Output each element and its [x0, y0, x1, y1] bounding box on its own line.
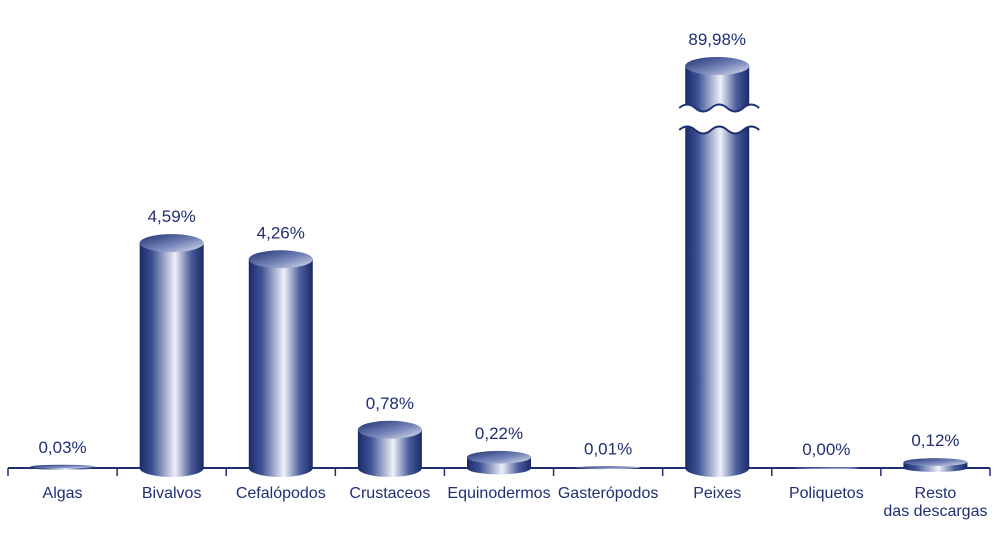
x-tick-label: Resto das descargas: [883, 485, 988, 520]
value-label: 0,78%: [366, 394, 414, 413]
value-label: 0,12%: [911, 431, 959, 450]
bar: [139, 234, 204, 477]
bar-top: [467, 450, 531, 464]
bar-top: [139, 234, 204, 253]
value-label: 0,00%: [802, 440, 850, 459]
bar: [903, 458, 968, 472]
break-gap: [679, 111, 758, 127]
bar-top: [248, 250, 313, 269]
bar: [248, 250, 313, 477]
value-label: 0,03%: [38, 438, 86, 457]
bar-top: [576, 466, 641, 469]
bar: [30, 464, 95, 470]
bar-top: [903, 458, 968, 467]
bar-top: [685, 57, 750, 75]
break-line: [678, 125, 760, 135]
bar-top: [30, 464, 95, 469]
bar: [794, 467, 859, 469]
value-label: 89,98%: [688, 30, 746, 49]
bar: [467, 450, 531, 475]
value-label: 4,59%: [148, 207, 196, 226]
value-label: 0,22%: [475, 424, 523, 443]
bar: [357, 420, 422, 477]
break-line: [678, 103, 760, 113]
value-label: 4,26%: [257, 223, 305, 242]
x-tick-label: Bivalvos: [141, 485, 202, 502]
bar-body: [139, 243, 204, 477]
bar-top: [357, 420, 422, 439]
x-tick-label: Algas: [42, 485, 83, 502]
bar-body: [248, 259, 313, 477]
value-label: 0,01%: [584, 439, 632, 458]
x-tick-label: Gasterópodos: [557, 485, 659, 502]
bar-body: [357, 429, 422, 477]
x-tick-label: Cefalópodos: [235, 485, 326, 502]
bar-top: [794, 467, 859, 469]
x-tick-label: Equinodermos: [447, 485, 551, 502]
x-tick-label: Crustaceos: [349, 485, 431, 502]
x-tick-label: Poliquetos: [788, 485, 864, 502]
bar: [576, 466, 641, 470]
x-tick-label: Peixes: [693, 485, 742, 502]
bar: [678, 57, 760, 477]
bar-body: [685, 66, 750, 477]
